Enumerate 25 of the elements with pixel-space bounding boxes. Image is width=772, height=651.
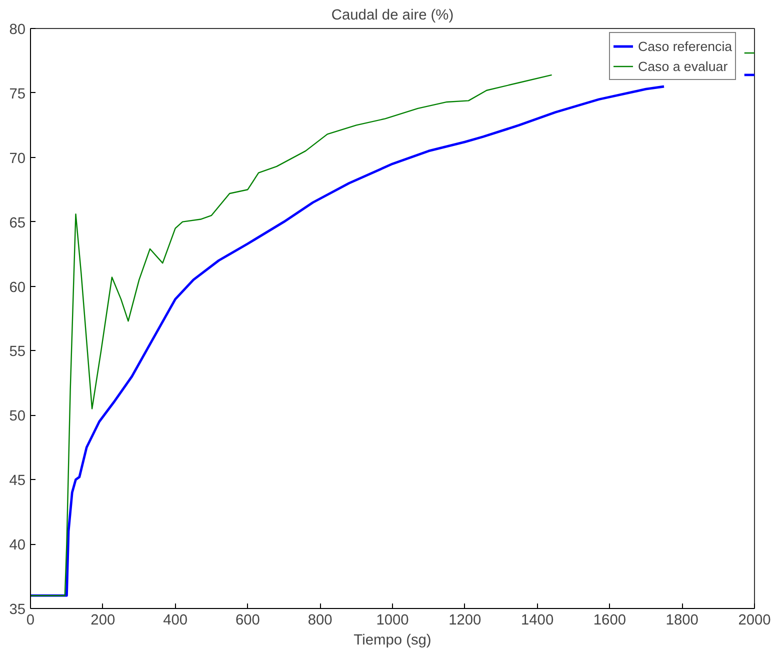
y-tick-label: 40 [9, 538, 26, 554]
x-tick-label: 1600 [593, 612, 626, 628]
y-tick-label: 50 [9, 408, 26, 425]
x-tick-label: 0 [26, 612, 35, 628]
y-tick-label: 60 [9, 280, 26, 296]
y-tick-label: 75 [9, 86, 26, 102]
legend-label: Caso referencia [638, 38, 732, 54]
x-tick-label: 400 [163, 612, 188, 628]
chart-title: Caudal de aire (%) [331, 8, 454, 24]
x-tick-label: 2000 [738, 612, 771, 628]
y-tick-label: 80 [9, 22, 26, 38]
y-tick-label: 55 [9, 344, 26, 360]
x-tick-label: 200 [90, 612, 116, 628]
x-axis-title: Tiempo (sg) [354, 632, 432, 648]
series-label: Caso a evaluar [638, 58, 728, 74]
y-tick-label: 45 [9, 473, 26, 490]
y-tick-label: 35 [9, 602, 26, 618]
x-tick-label: 600 [235, 612, 260, 628]
y-tick-label: 70 [9, 150, 26, 167]
x-tick-label: 1000 [376, 612, 409, 628]
x-tick-label: 1800 [666, 612, 698, 628]
x-tick-label: 1400 [521, 612, 554, 628]
x-tick-label: 800 [308, 612, 332, 628]
x-tick-label: 1200 [448, 612, 482, 628]
y-tick-label: 65 [9, 215, 26, 232]
